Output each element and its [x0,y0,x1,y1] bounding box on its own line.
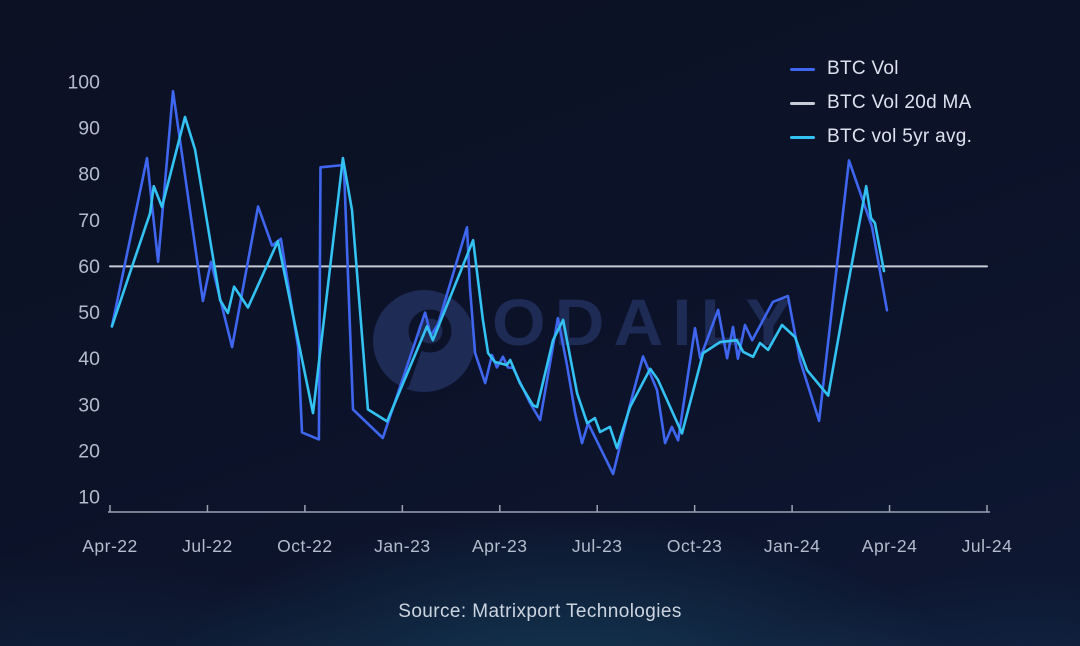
y-axis-label: 20 [78,440,100,462]
btc-vol-line-swatch [790,67,815,71]
legend-item-btc-vol: BTC Vol [790,52,972,86]
x-axis-label: Apr-23 [472,536,528,556]
x-axis-label: Jul-22 [182,536,233,556]
legend-label: BTC Vol [827,58,899,79]
legend-item-btc-vol-20d-ma: BTC Vol 20d MA [790,86,972,120]
legend-item-btc-vol-5yr-avg: BTC vol 5yr avg. [790,120,972,154]
x-axis-label: Jul-23 [572,536,623,556]
y-axis-label: 70 [78,210,100,232]
y-axis-label: 80 [78,164,100,186]
y-axis-label: 30 [78,394,100,416]
y-axis-label: 10 [78,487,100,509]
y-axis-label: 90 [78,118,100,140]
btc-vol-20d-ma-line-swatch [790,101,815,105]
x-axis-label: Jul-24 [962,536,1013,556]
x-axis-label: Oct-23 [667,536,723,556]
y-axis-label: 40 [78,348,100,370]
x-axis-label: Jan-24 [764,536,821,556]
y-axis-label: 50 [78,302,100,324]
series-line-btc-vol-5yr-avg [110,115,886,450]
x-axis-label: Apr-24 [862,536,918,556]
series-line-btc-vol [110,89,889,476]
legend-label: BTC vol 5yr avg. [827,126,973,147]
chart-legend: BTC Vol BTC Vol 20d MA BTC vol 5yr avg. [790,52,972,154]
x-axis-label: Oct-22 [277,536,333,556]
btc-vol-5yr-avg-line-swatch [790,135,815,139]
legend-label: BTC Vol 20d MA [827,92,972,113]
y-axis-label: 60 [78,256,100,278]
source-label: Source: Matrixport Technologies [398,601,682,622]
x-axis-label: Jan-23 [374,536,431,556]
y-axis-label: 100 [67,72,100,94]
x-axis-label: Apr-22 [82,536,138,556]
